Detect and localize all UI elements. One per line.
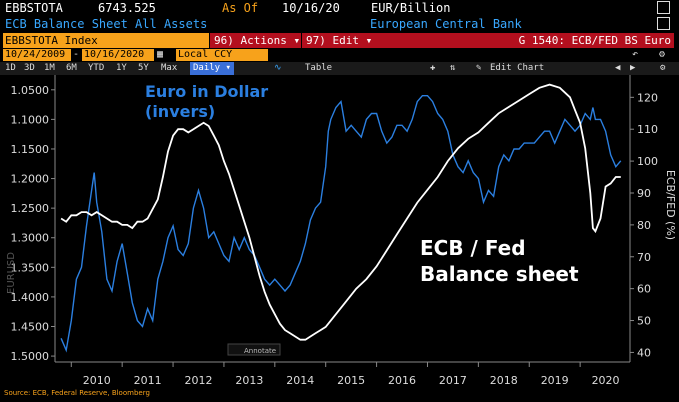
ratio-label-line: Balance sheet [420, 262, 579, 286]
edit-chart-icon[interactable]: ✎ [476, 63, 482, 73]
range-1y[interactable]: 1Y [116, 63, 127, 73]
undo-icon[interactable]: ↶ [632, 49, 639, 60]
prev-icon[interactable]: ◀ [615, 63, 621, 73]
security-field[interactable]: EBBSTOTA Index [3, 33, 209, 48]
footer-source: Source: ECB, Federal Reserve, Bloomberg [4, 389, 150, 397]
left-tick-label: 1.3500 [11, 261, 50, 274]
right-tick-label: 90 [637, 187, 651, 200]
frequency-select[interactable]: Daily ▾ [190, 62, 234, 75]
euro-line [60, 95, 622, 353]
chart-name: ECB Balance Sheet All Assets [5, 17, 208, 31]
security-header: EBBSTOTA 6743.525 As Of 10/16/20 EUR/Bil… [0, 0, 679, 16]
function-title: G 1540: ECB/FED BS Euro [380, 33, 674, 48]
x-tick-label: 2015 [337, 374, 365, 387]
range-toolbar: 1D 3D 1M 6M YTD 1Y 5Y Max Daily ▾ ∿ Tabl… [0, 62, 679, 75]
data-source: European Central Bank [370, 17, 522, 31]
zoom-icon[interactable]: ✚ [430, 63, 436, 73]
settings-icon[interactable]: ⚙ [659, 49, 666, 60]
x-tick-label: 2013 [235, 374, 263, 387]
left-axis-ticks: 1.0500 1.1000 1.1500 1.2000 1.2500 1.3000 1.35… [11, 84, 55, 363]
ticker: EBBSTOTA [5, 1, 63, 15]
range-3d[interactable]: 3D [24, 63, 35, 73]
x-tick-label: 2011 [134, 374, 162, 387]
end-date-field[interactable]: 10/16/2020 [82, 49, 154, 61]
right-tick-label: 110 [637, 123, 658, 136]
left-tick-label: 1.5000 [11, 350, 50, 363]
x-tick-label: 2020 [592, 374, 620, 387]
left-tick-label: 1.1500 [11, 143, 50, 156]
right-tick-label: 120 [637, 91, 658, 104]
as-of-date: 10/16/20 [282, 1, 340, 15]
x-tick-label: 2017 [439, 374, 467, 387]
command-bar: EBBSTOTA Index 96) Actions ▾ 97) Edit ▾ … [0, 33, 679, 48]
x-tick-label: 2012 [184, 374, 212, 387]
range-1m[interactable]: 1M [44, 63, 55, 73]
x-tick-label: 2010 [83, 374, 111, 387]
annotate-label: Annotate [244, 347, 276, 355]
euro-label-line: Euro in Dollar [145, 82, 268, 101]
x-tick-label: 2018 [490, 374, 518, 387]
x-tick-label: 2014 [286, 374, 314, 387]
edit-menu[interactable]: 97) Edit ▾ [302, 33, 380, 48]
euro-label-line: (invers) [145, 102, 215, 121]
edit-chart-button[interactable]: Edit Chart [490, 63, 545, 73]
left-tick-label: 1.2000 [11, 173, 50, 186]
right-tick-label: 80 [637, 219, 651, 232]
right-tick-label: 70 [637, 251, 651, 264]
currency-select[interactable]: Local CCY [176, 49, 268, 61]
line-chart-icon[interactable]: ∿ [274, 63, 282, 73]
range-ytd[interactable]: YTD [88, 63, 105, 73]
expand-icon[interactable] [657, 1, 670, 14]
units: EUR/Billion [371, 1, 451, 15]
x-tick-label: 2016 [388, 374, 416, 387]
last-value: 6743.525 [98, 1, 156, 15]
actions-menu[interactable]: 96) Actions ▾ [210, 33, 301, 48]
window-icon[interactable] [657, 17, 670, 30]
ratio-annotation: ECB / Fed Balance sheet [420, 236, 579, 286]
as-of-label: As Of [222, 1, 259, 15]
chart: 1.0500 1.1000 1.1500 1.2000 1.2500 1.3000 1.35… [4, 75, 677, 397]
chart-name-row: ECB Balance Sheet All Assets European Ce… [0, 16, 679, 32]
range-max[interactable]: Max [161, 63, 178, 73]
date-separator: - [73, 49, 80, 60]
left-tick-label: 1.4000 [11, 291, 50, 304]
euro-annotation: Euro in Dollar (invers) [145, 82, 268, 121]
left-axis-title: EURUSD [6, 252, 17, 294]
left-tick-label: 1.2500 [11, 202, 50, 215]
calendar-icon[interactable]: ▦ [157, 49, 164, 60]
left-tick-label: 1.1000 [11, 113, 50, 126]
ratio-label-line: ECB / Fed [420, 236, 526, 260]
left-tick-label: 1.0500 [11, 84, 50, 97]
right-tick-label: 40 [637, 346, 651, 359]
right-tick-label: 50 [637, 315, 651, 328]
right-tick-label: 100 [637, 155, 658, 168]
right-tick-label: 60 [637, 283, 651, 296]
left-tick-label: 1.4500 [11, 320, 50, 333]
range-1d[interactable]: 1D [5, 63, 16, 73]
left-tick-label: 1.3000 [11, 232, 50, 245]
right-axis-title: ECB/FED (%) [664, 170, 677, 240]
ecb-fed-line [60, 83, 621, 341]
range-5y[interactable]: 5Y [138, 63, 149, 73]
compare-icon[interactable]: ⇅ [450, 63, 456, 73]
range-6m[interactable]: 6M [66, 63, 77, 73]
table-button[interactable]: Table [305, 63, 333, 73]
right-axis-ticks: 40 50 60 70 80 90 100 110 120 [630, 91, 658, 359]
x-axis-ticks: 2010 2011 2012 2013 2014 2015 2016 2017 2018 2019… [70, 362, 620, 387]
chart-settings-icon[interactable]: ⚙ [660, 63, 666, 73]
annotate-button[interactable] [227, 343, 281, 356]
next-icon[interactable]: ▶ [630, 63, 636, 73]
x-tick-label: 2019 [541, 374, 569, 387]
start-date-field[interactable]: 10/24/2009 [3, 49, 71, 61]
date-bar: 10/24/2009 - 10/16/2020 ▦ Local CCY ↶ ⚙ [0, 49, 679, 62]
